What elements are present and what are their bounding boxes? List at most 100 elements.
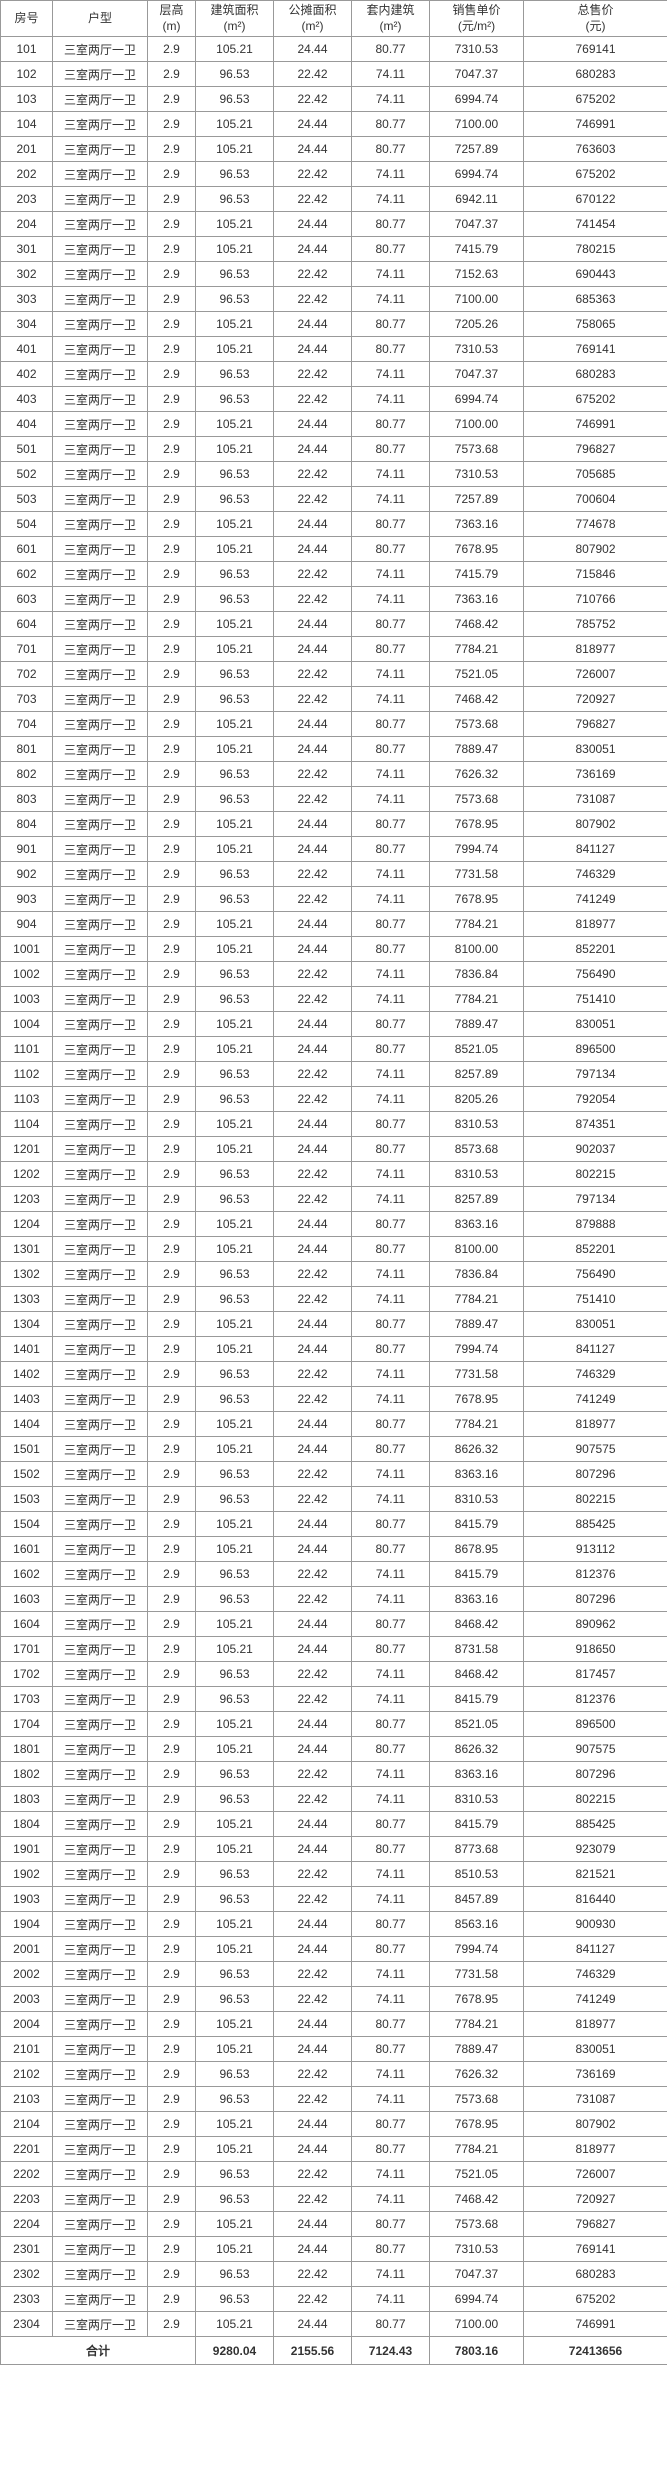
cell-gross-area: 105.21 <box>196 412 274 437</box>
cell-room-no: 1804 <box>1 1812 53 1837</box>
cell-floor-height: 2.9 <box>148 1037 196 1062</box>
cell-shared-area: 22.42 <box>274 1687 352 1712</box>
cell-floor-height: 2.9 <box>148 1162 196 1187</box>
cell-shared-area: 22.42 <box>274 2087 352 2112</box>
cell-unit-type: 三室两厅一卫 <box>53 237 148 262</box>
cell-unit-price: 7836.84 <box>430 1262 524 1287</box>
cell-room-no: 1704 <box>1 1712 53 1737</box>
cell-shared-area: 24.44 <box>274 2137 352 2162</box>
cell-inner-area: 74.11 <box>352 862 430 887</box>
cell-room-no: 1104 <box>1 1112 53 1137</box>
cell-unit-type: 三室两厅一卫 <box>53 1662 148 1687</box>
cell-floor-height: 2.9 <box>148 2012 196 2037</box>
cell-shared-area: 22.42 <box>274 1787 352 1812</box>
header-unit-price: 销售单价(元/m²) <box>430 1 524 37</box>
table-row: 502三室两厅一卫2.996.5322.4274.117310.53705685 <box>1 462 667 487</box>
cell-unit-price: 8563.16 <box>430 1912 524 1937</box>
cell-room-no: 1701 <box>1 1637 53 1662</box>
cell-gross-area: 96.53 <box>196 887 274 912</box>
table-row: 704三室两厅一卫2.9105.2124.4480.777573.6879682… <box>1 712 667 737</box>
cell-total-price: 792054 <box>524 1087 667 1112</box>
cell-floor-height: 2.9 <box>148 1337 196 1362</box>
table-row: 204三室两厅一卫2.9105.2124.4480.777047.3774145… <box>1 212 667 237</box>
cell-gross-area: 105.21 <box>196 1612 274 1637</box>
cell-inner-area: 74.11 <box>352 1462 430 1487</box>
cell-shared-area: 24.44 <box>274 2312 352 2337</box>
cell-shared-area: 22.42 <box>274 1462 352 1487</box>
cell-shared-area: 22.42 <box>274 362 352 387</box>
cell-unit-type: 三室两厅一卫 <box>53 1812 148 1837</box>
cell-room-no: 1001 <box>1 937 53 962</box>
cell-total-price: 680283 <box>524 362 667 387</box>
cell-total-price: 797134 <box>524 1187 667 1212</box>
cell-inner-area: 74.11 <box>352 587 430 612</box>
cell-unit-type: 三室两厅一卫 <box>53 1187 148 1212</box>
cell-unit-type: 三室两厅一卫 <box>53 2037 148 2062</box>
cell-unit-price: 8415.79 <box>430 1687 524 1712</box>
cell-gross-area: 105.21 <box>196 312 274 337</box>
cell-unit-type: 三室两厅一卫 <box>53 2237 148 2262</box>
table-row: 302三室两厅一卫2.996.5322.4274.117152.63690443 <box>1 262 667 287</box>
table-row: 401三室两厅一卫2.9105.2124.4480.777310.5376914… <box>1 337 667 362</box>
table-row: 601三室两厅一卫2.9105.2124.4480.777678.9580790… <box>1 537 667 562</box>
cell-unit-price: 7310.53 <box>430 462 524 487</box>
cell-total-price: 812376 <box>524 1562 667 1587</box>
table-row: 501三室两厅一卫2.9105.2124.4480.777573.6879682… <box>1 437 667 462</box>
cell-floor-height: 2.9 <box>148 2187 196 2212</box>
cell-inner-area: 80.77 <box>352 912 430 937</box>
cell-total-price: 675202 <box>524 162 667 187</box>
cell-room-no: 103 <box>1 87 53 112</box>
cell-unit-type: 三室两厅一卫 <box>53 1287 148 1312</box>
table-row: 304三室两厅一卫2.9105.2124.4480.777205.2675806… <box>1 312 667 337</box>
cell-unit-type: 三室两厅一卫 <box>53 912 148 937</box>
cell-total-price: 751410 <box>524 987 667 1012</box>
cell-unit-price: 8773.68 <box>430 1837 524 1862</box>
cell-inner-area: 74.11 <box>352 1187 430 1212</box>
cell-room-no: 2103 <box>1 2087 53 2112</box>
cell-unit-type: 三室两厅一卫 <box>53 987 148 1012</box>
cell-inner-area: 80.77 <box>352 1637 430 1662</box>
cell-floor-height: 2.9 <box>148 37 196 62</box>
cell-room-no: 2101 <box>1 2037 53 2062</box>
cell-unit-type: 三室两厅一卫 <box>53 1212 148 1237</box>
cell-inner-area: 74.11 <box>352 2087 430 2112</box>
cell-room-no: 1102 <box>1 1062 53 1087</box>
cell-total-price: 830051 <box>524 1312 667 1337</box>
table-row: 2104三室两厅一卫2.9105.2124.4480.777678.958079… <box>1 2112 667 2137</box>
cell-floor-height: 2.9 <box>148 737 196 762</box>
cell-room-no: 1401 <box>1 1337 53 1362</box>
cell-gross-area: 96.53 <box>196 1587 274 1612</box>
cell-inner-area: 74.11 <box>352 1062 430 1087</box>
cell-room-no: 301 <box>1 237 53 262</box>
cell-inner-area: 80.77 <box>352 837 430 862</box>
cell-unit-type: 三室两厅一卫 <box>53 1937 148 1962</box>
cell-floor-height: 2.9 <box>148 1512 196 1537</box>
cell-total-price: 818977 <box>524 912 667 937</box>
cell-room-no: 1002 <box>1 962 53 987</box>
cell-unit-price: 7363.16 <box>430 512 524 537</box>
cell-total-price: 746991 <box>524 2312 667 2337</box>
cell-unit-price: 7573.68 <box>430 437 524 462</box>
cell-unit-price: 7889.47 <box>430 737 524 762</box>
cell-total-price: 796827 <box>524 2212 667 2237</box>
cell-total-price: 818977 <box>524 1412 667 1437</box>
cell-floor-height: 2.9 <box>148 1487 196 1512</box>
cell-room-no: 403 <box>1 387 53 412</box>
cell-unit-type: 三室两厅一卫 <box>53 1037 148 1062</box>
cell-inner-area: 74.11 <box>352 762 430 787</box>
cell-gross-area: 105.21 <box>196 1212 274 1237</box>
cell-room-no: 303 <box>1 287 53 312</box>
cell-inner-area: 74.11 <box>352 1662 430 1687</box>
cell-gross-area: 105.21 <box>196 737 274 762</box>
table-row: 101三室两厅一卫2.9105.2124.4480.777310.5376914… <box>1 37 667 62</box>
cell-inner-area: 74.11 <box>352 1862 430 1887</box>
cell-inner-area: 74.11 <box>352 1087 430 1112</box>
cell-unit-type: 三室两厅一卫 <box>53 1012 148 1037</box>
cell-inner-area: 80.77 <box>352 1312 430 1337</box>
table-row: 1704三室两厅一卫2.9105.2124.4480.778521.058965… <box>1 1712 667 1737</box>
cell-total-price: 830051 <box>524 737 667 762</box>
table-row: 1804三室两厅一卫2.9105.2124.4480.778415.798854… <box>1 1812 667 1837</box>
cell-unit-type: 三室两厅一卫 <box>53 2212 148 2237</box>
cell-room-no: 604 <box>1 612 53 637</box>
cell-total-price: 731087 <box>524 2087 667 2112</box>
